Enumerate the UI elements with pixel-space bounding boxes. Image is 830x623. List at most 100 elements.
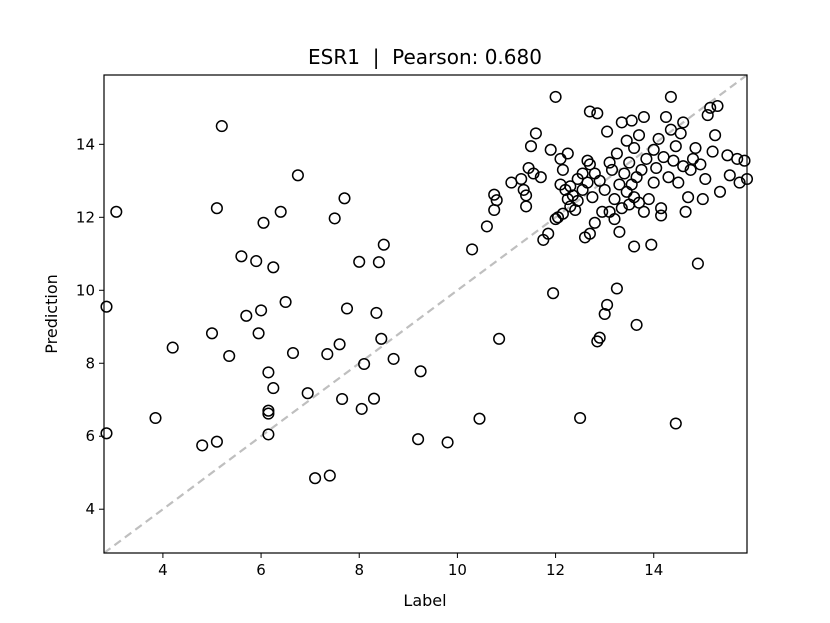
data-point: [166, 341, 179, 354]
data-point: [223, 349, 236, 363]
data-point: [603, 156, 616, 169]
data-point: [257, 216, 270, 229]
data-point: [490, 194, 503, 207]
data-point: [576, 167, 589, 180]
data-point: [370, 306, 383, 319]
data-point: [659, 110, 673, 124]
data-point: [598, 183, 611, 196]
data-point: [596, 205, 609, 218]
data-point: [632, 129, 646, 142]
data-point: [336, 392, 349, 406]
data-point: [205, 327, 219, 340]
data-point: [684, 163, 697, 176]
data-point: [581, 154, 594, 167]
data-point: [647, 143, 660, 156]
data-point: [588, 167, 601, 180]
data-point: [593, 331, 606, 344]
data-point: [706, 145, 719, 158]
x-axis-title: Label: [403, 591, 446, 610]
data-point: [262, 428, 275, 441]
data-point: [110, 205, 123, 218]
x-tick-label: 8: [354, 561, 364, 579]
data-point: [645, 238, 658, 251]
data-point: [601, 125, 614, 138]
data-point: [605, 163, 619, 176]
data-point: [515, 172, 528, 186]
data-point: [610, 282, 623, 295]
data-point: [650, 161, 663, 175]
data-point: [709, 129, 722, 142]
data-point: [583, 105, 596, 118]
data-point: [267, 261, 280, 274]
data-point: [652, 132, 665, 145]
x-tick-label: 10: [448, 561, 467, 579]
data-point: [630, 318, 643, 331]
data-point: [473, 412, 486, 425]
y-tick-label: 4: [85, 500, 95, 518]
x-tick-label: 6: [256, 561, 266, 579]
y-tick-label: 14: [76, 135, 95, 153]
data-point: [488, 203, 501, 217]
data-point: [480, 220, 493, 233]
data-point: [255, 304, 268, 317]
ticks-layer: 4 6 8 10 12 14 4 6 8 10 12 14: [76, 135, 663, 579]
data-point: [301, 387, 314, 400]
data-point: [586, 191, 599, 204]
data-point: [625, 114, 638, 127]
data-point: [655, 202, 668, 215]
data-point: [505, 176, 518, 189]
data-point: [620, 134, 633, 147]
data-point: [564, 180, 577, 193]
data-point: [613, 178, 626, 191]
data-point: [704, 101, 717, 114]
points-layer: [100, 90, 754, 485]
data-point: [372, 256, 385, 269]
data-point: [721, 149, 734, 162]
data-point: [574, 411, 587, 425]
data-point: [210, 435, 223, 448]
data-point: [667, 154, 680, 167]
data-point: [686, 152, 700, 165]
data-point: [375, 332, 388, 345]
data-point: [377, 238, 390, 251]
data-point: [591, 335, 604, 348]
identity-line-layer: [103, 74, 748, 554]
data-point: [694, 158, 707, 171]
data-point: [338, 192, 351, 205]
data-point: [149, 411, 162, 425]
data-point: [588, 216, 601, 229]
data-point: [608, 213, 621, 226]
data-point: [240, 309, 253, 322]
data-point: [100, 300, 113, 313]
data-point: [625, 178, 638, 191]
data-point: [333, 338, 346, 351]
data-point: [583, 158, 596, 171]
data-point: [387, 352, 400, 365]
data-point: [601, 298, 614, 311]
data-point: [731, 152, 744, 165]
data-point: [527, 167, 540, 180]
data-point: [738, 154, 751, 167]
data-point: [628, 240, 641, 253]
data-point: [591, 107, 604, 120]
data-point: [701, 109, 714, 122]
data-point: [412, 433, 425, 446]
data-point: [635, 163, 648, 176]
y-axis-title: Prediction: [42, 274, 61, 353]
data-point: [723, 169, 736, 182]
data-point: [544, 143, 557, 156]
data-point: [556, 207, 569, 220]
data-point: [534, 171, 547, 184]
data-point: [637, 205, 650, 218]
data-point: [547, 287, 560, 300]
data-point: [669, 140, 682, 153]
data-point: [279, 295, 292, 309]
data-point: [679, 205, 692, 218]
data-point: [583, 227, 596, 240]
data-point: [677, 160, 690, 173]
plot-area-frame: [103, 74, 748, 554]
data-point: [647, 176, 660, 189]
data-point: [677, 116, 690, 129]
data-point: [620, 185, 633, 198]
